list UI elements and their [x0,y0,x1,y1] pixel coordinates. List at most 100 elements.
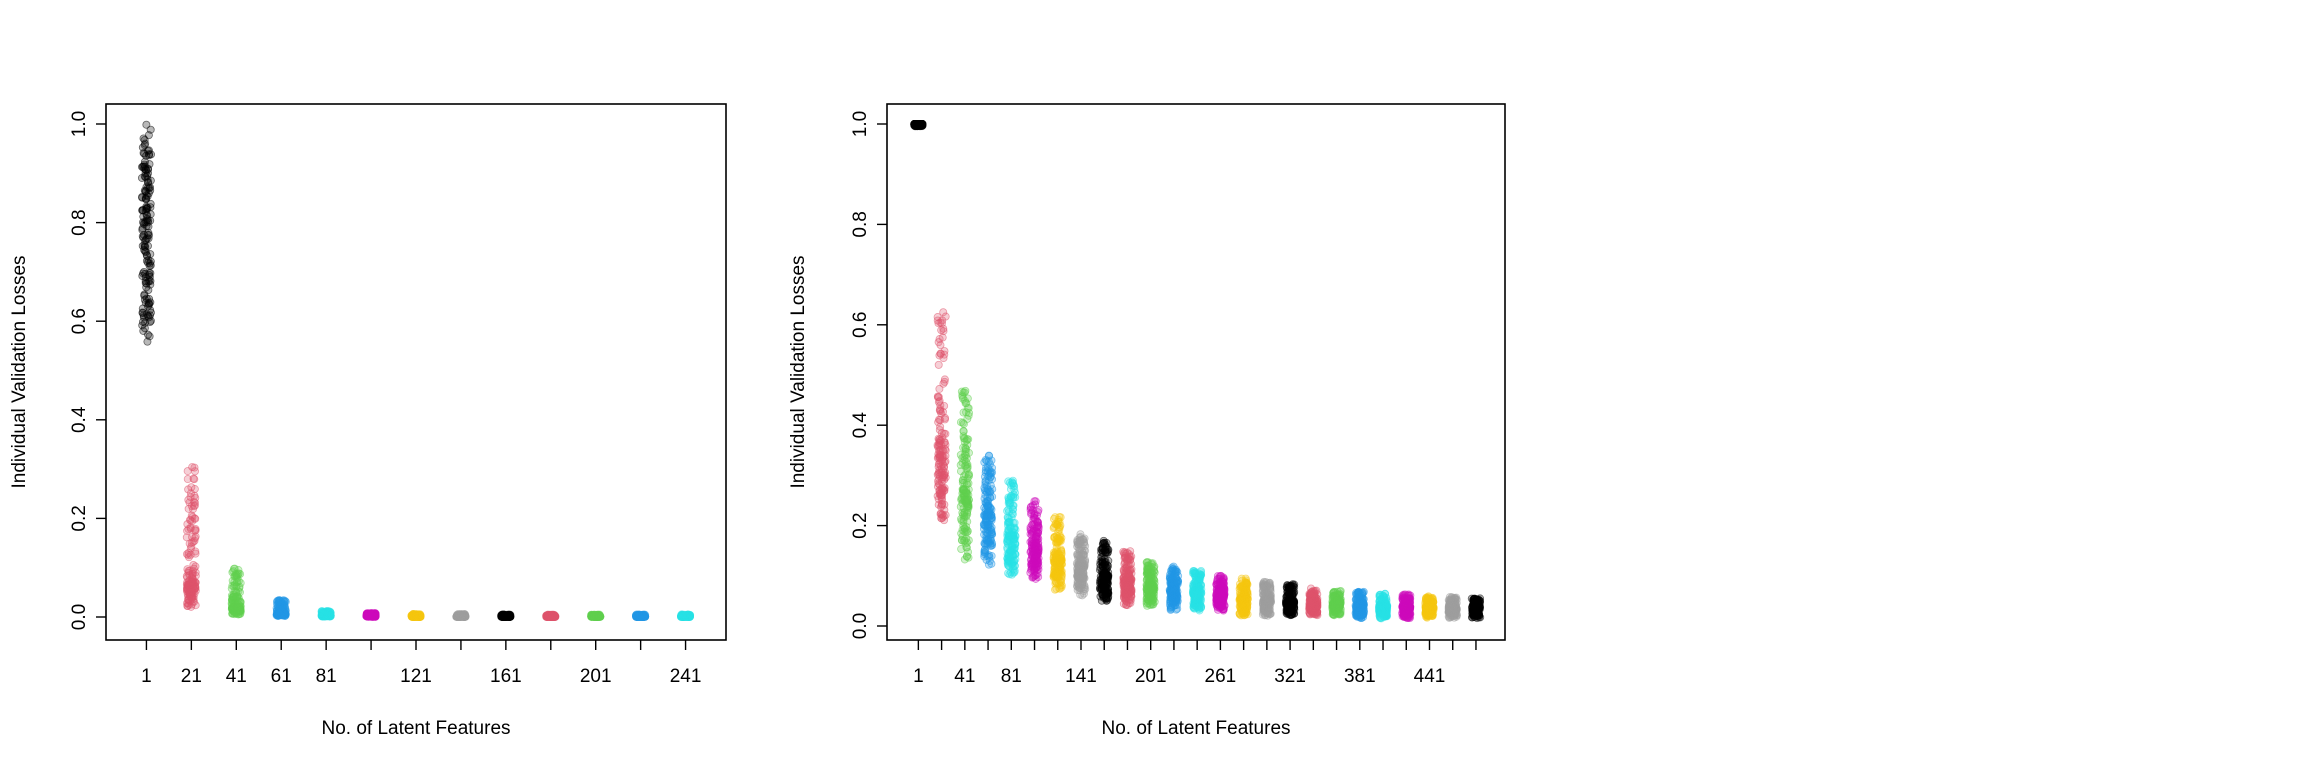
data-point [143,223,150,230]
data-point [1237,605,1244,612]
data-point [231,565,238,572]
series-141 [453,610,469,620]
data-point [936,352,943,359]
data-point [184,467,191,474]
data-point [1033,518,1040,525]
series-301 [1259,578,1274,619]
data-point [988,506,995,513]
data-point [1267,584,1274,591]
y-tick-label: 1.0 [69,111,90,137]
data-point [1007,569,1014,576]
data-point [185,496,192,503]
series-241 [677,611,693,621]
data-point [276,603,283,610]
data-point [1149,561,1156,568]
data-point [1103,579,1110,586]
series-161 [498,611,514,621]
series-81 [318,608,334,621]
data-point [588,612,595,619]
data-point [1104,587,1111,594]
data-point [139,270,146,277]
data-point [1147,570,1154,577]
data-point [192,527,199,534]
data-point [963,544,970,551]
data-point [1032,533,1039,540]
data-point [236,605,243,612]
data-point [983,500,990,507]
series-1 [138,121,154,345]
data-point [1057,585,1064,592]
data-point [961,389,968,396]
series-1 [911,120,926,129]
data-point [983,536,990,543]
y-tick-label: 0.4 [69,406,90,433]
data-points [911,120,1484,622]
data-point [417,613,424,620]
data-point [326,610,333,617]
y-tick-label: 0.2 [69,505,90,531]
data-point [1078,561,1085,568]
data-point [1011,486,1018,493]
data-point [941,376,948,383]
y-tick-label: 0.6 [69,308,90,334]
data-point [1287,597,1294,604]
data-point [1058,550,1065,557]
y-axis-title: Individual Validation Losses [9,255,30,488]
series-61 [980,452,996,568]
data-point [1057,522,1064,529]
data-point [987,473,994,480]
data-point [964,507,971,514]
series-141 [1073,531,1089,599]
x-tick-label: 201 [580,666,612,687]
data-point [1214,572,1221,579]
data-point [277,611,284,618]
data-point [1121,579,1128,586]
data-point [142,140,149,147]
x-tick-label: 41 [226,666,247,687]
data-point [1079,578,1086,585]
data-point [1032,498,1039,505]
data-point [1241,597,1248,604]
data-point [1290,590,1297,597]
data-point [185,601,192,608]
data-point [1150,587,1157,594]
data-point [1034,570,1041,577]
data-point [1074,568,1081,575]
series-21 [183,463,199,610]
data-point [958,530,965,537]
data-point [142,166,149,173]
data-point [1104,572,1111,579]
data-point [142,319,149,326]
x-tick-label: 1 [141,666,152,687]
data-point [960,427,967,434]
data-point [1172,597,1179,604]
data-point [1054,539,1061,546]
data-point [959,454,966,461]
series-121 [1050,514,1066,594]
data-point [935,461,942,468]
data-point [189,513,196,520]
data-point [190,502,197,509]
data-point [916,123,923,130]
series-241 [1189,567,1205,614]
data-point [189,570,196,577]
data-point [142,299,149,306]
data-point [959,496,966,503]
data-point [1035,506,1042,513]
data-point [1127,596,1134,603]
data-point [1100,537,1107,544]
data-point [1058,575,1065,582]
data-point [939,434,946,441]
data-point [941,501,948,508]
data-point [409,613,416,620]
data-point [145,257,152,264]
data-point [1219,587,1226,594]
data-point [142,208,149,215]
data-points [138,121,693,620]
data-point [1260,605,1267,612]
data-point [642,611,649,618]
series-181 [1120,548,1135,609]
data-point [1122,564,1129,571]
data-point [1006,479,1013,486]
